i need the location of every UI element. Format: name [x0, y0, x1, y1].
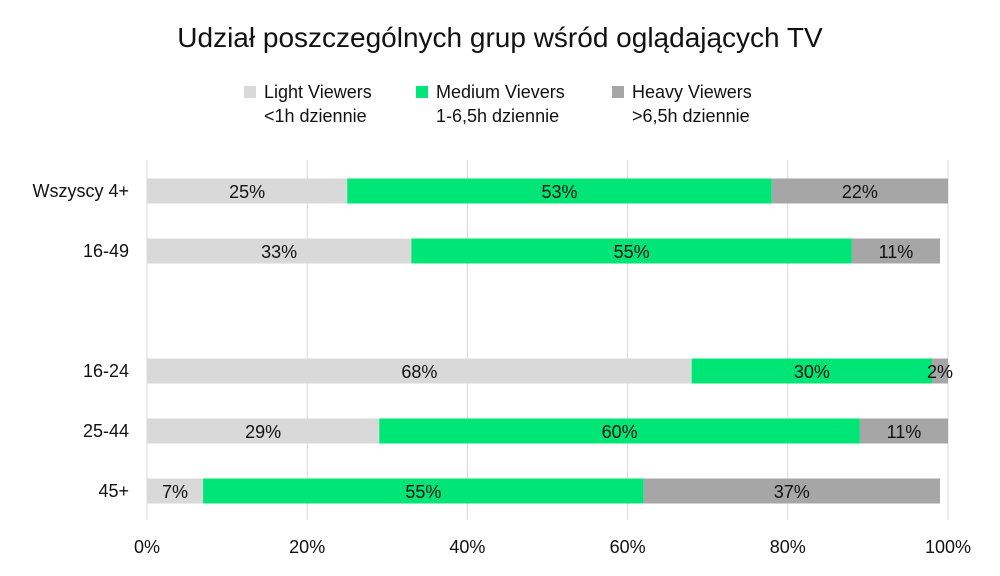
legend-sublabel-heavy: >6,5h dziennie	[632, 106, 750, 126]
data-label-2-1: 30%	[794, 362, 830, 382]
bar-3-1	[379, 418, 860, 444]
data-label-4-0: 7%	[162, 482, 188, 502]
bar-4-0	[147, 478, 204, 504]
bar-2-1	[691, 358, 932, 384]
bar-1-0	[147, 238, 412, 264]
x-tick-label-2: 40%	[449, 537, 485, 557]
bar-4-2	[643, 478, 940, 504]
legend-item-light: Light Viewers <1h dziennie	[244, 80, 372, 128]
legend-sublabel-medium: 1-6,5h dziennie	[436, 106, 560, 126]
bar-0-1	[347, 178, 772, 204]
data-label-4-1: 55%	[405, 482, 441, 502]
data-label-2-0: 68%	[401, 362, 437, 382]
legend-label-medium: Medium Vievers	[436, 82, 565, 102]
x-tick-label-5: 100%	[925, 537, 971, 557]
category-label-1: 16-49	[83, 241, 129, 261]
data-label-1-0: 33%	[261, 242, 297, 262]
x-tick-label-0: 0%	[134, 537, 160, 557]
bar-2-0	[147, 358, 692, 384]
legend-label-light: Light Viewers	[264, 82, 372, 102]
chart-legend: Light Viewers <1h dziennie Medium Viever…	[0, 80, 1000, 130]
legend-sublabel-light: <1h dziennie	[264, 106, 367, 126]
data-label-3-0: 29%	[245, 422, 281, 442]
category-label-0: Wszyscy 4+	[32, 181, 129, 201]
bar-3-0	[147, 418, 380, 444]
legend-swatch-medium	[416, 86, 428, 98]
bar-3-2	[859, 418, 948, 444]
x-tick-label-3: 60%	[610, 537, 646, 557]
data-label-2-2: 2%	[927, 362, 953, 382]
chart-title: Udział poszczególnych grup wśród oglądaj…	[177, 22, 823, 53]
data-label-1-1: 55%	[614, 242, 650, 262]
bar-0-0	[147, 178, 348, 204]
x-tick-label-1: 20%	[289, 537, 325, 557]
legend-swatch-light	[244, 86, 256, 98]
data-label-0-0: 25%	[229, 182, 265, 202]
bar-2-2	[931, 358, 948, 384]
legend-item-medium: Medium Vievers 1-6,5h dziennie	[416, 80, 565, 128]
legend-item-heavy: Heavy Viewers >6,5h dziennie	[612, 80, 752, 128]
bar-1-2	[851, 238, 940, 264]
x-tick-label-4: 80%	[770, 537, 806, 557]
data-label-0-1: 53%	[541, 182, 577, 202]
data-label-4-2: 37%	[774, 482, 810, 502]
bar-1-1	[411, 238, 852, 264]
data-label-3-1: 60%	[602, 422, 638, 442]
bar-0-2	[771, 178, 948, 204]
category-label-2: 16-24	[83, 361, 129, 381]
legend-swatch-heavy	[612, 86, 624, 98]
data-label-3-2: 11%	[887, 422, 922, 442]
legend-label-heavy: Heavy Viewers	[632, 82, 752, 102]
bar-4-1	[203, 478, 644, 504]
data-label-0-2: 22%	[842, 182, 878, 202]
category-label-4: 45+	[98, 481, 129, 501]
category-label-3: 25-44	[83, 421, 129, 441]
data-label-1-2: 11%	[879, 242, 914, 262]
